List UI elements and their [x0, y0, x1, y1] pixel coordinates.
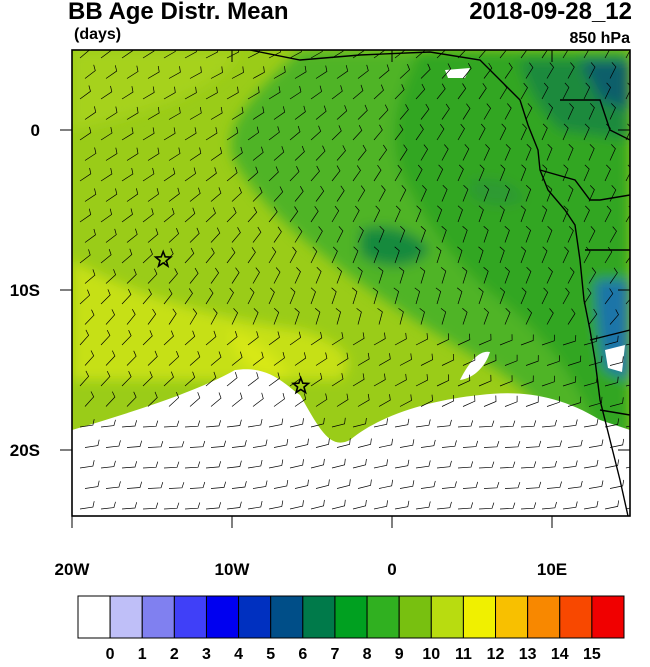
colorbar-swatch [238, 595, 272, 639]
star-marker-south [291, 375, 311, 395]
star-markers [153, 249, 311, 395]
colorbar-swatch [527, 595, 561, 639]
colorbar-swatch [366, 595, 400, 639]
plot-level: 850 hPa [569, 30, 630, 47]
lon-label-0: 0 [387, 560, 396, 579]
axis-ticks [60, 50, 630, 528]
colorbar-label: 4 [234, 646, 244, 663]
colorbar-label: 9 [394, 646, 404, 663]
map-field [72, 50, 630, 516]
colorbar-swatch [270, 595, 304, 639]
colorbar-label: 13 [518, 646, 537, 663]
wind-barbs [79, 50, 630, 510]
lat-label-20s: 20S [10, 441, 40, 460]
colorbar-swatch [205, 595, 240, 639]
colorbar-label: 10 [422, 646, 441, 663]
plot-datetime: 2018-09-28_12 [469, 0, 632, 25]
colorbar-label: 0 [105, 646, 115, 663]
colorbar-label: 11 [454, 646, 472, 663]
colorbar-swatch [141, 595, 175, 639]
age-field-shading [72, 50, 630, 480]
coastline [249, 50, 630, 516]
colorbar-label: 15 [582, 646, 601, 663]
colorbar-swatch [302, 595, 336, 639]
colorbar-swatch [77, 595, 111, 639]
map-frame [71, 49, 631, 517]
colorbar-swatch [591, 595, 625, 639]
colorbar-swatch [430, 595, 464, 639]
colorbar-swatch [462, 595, 497, 639]
colorbar-swatch [109, 595, 143, 639]
lat-label-0: 0 [31, 121, 40, 140]
colorbar-swatch [173, 595, 207, 639]
colorbar-label: 12 [486, 646, 505, 663]
colorbar-label: 14 [550, 646, 569, 663]
colorbar-label: 7 [330, 646, 340, 663]
colorbar-swatch [398, 595, 432, 639]
star-marker-west [153, 249, 173, 268]
colorbar-label: 6 [298, 646, 308, 663]
colorbar-label: 8 [362, 646, 372, 663]
lon-label-20w: 20W [55, 560, 91, 579]
plot-units: (days) [74, 26, 122, 43]
colorbar-swatch [334, 595, 368, 639]
colorbar-swatch [559, 595, 593, 639]
colorbar-swatch [495, 595, 529, 639]
colorbar-label: 3 [202, 646, 211, 663]
colorbar-label: 2 [169, 646, 179, 663]
colorbar-label: 1 [137, 646, 147, 663]
lat-label-10s: 10S [10, 281, 40, 300]
colorbar-label: 5 [266, 646, 276, 663]
lon-label-10e: 10E [537, 560, 567, 579]
colorbar [77, 595, 625, 639]
plot-title: BB Age Distr. Mean [68, 0, 289, 25]
lon-label-10w: 10W [215, 560, 251, 579]
